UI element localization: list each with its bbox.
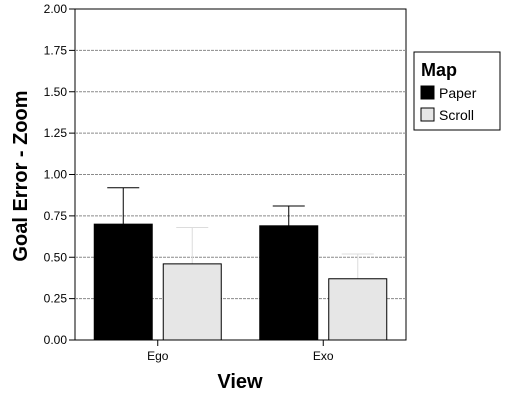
x-axis-title: View: [217, 371, 263, 393]
y-tick-label: 1.75: [44, 43, 68, 57]
x-tick-label: Exo: [313, 349, 334, 363]
bar-scroll-exo: [328, 278, 388, 341]
y-tick-label: 0.50: [44, 250, 68, 264]
y-axis-title: Goal Error - Zoom: [10, 90, 32, 261]
bar-paper-ego: [93, 223, 153, 341]
legend: Map Paper Scroll: [413, 51, 501, 131]
y-tick-label: 0.25: [44, 292, 68, 306]
legend-title: Map: [421, 60, 457, 80]
bars-layer: [93, 187, 388, 341]
y-tick-label: 2.00: [44, 2, 68, 16]
legend-label-paper: Paper: [439, 85, 477, 101]
x-axis: Ego Exo: [147, 340, 334, 363]
legend-items: Paper Scroll: [420, 85, 477, 123]
legend-label-scroll: Scroll: [439, 107, 474, 123]
bar-scroll-ego: [162, 263, 222, 341]
y-axis: 0.00 0.25 0.50 0.75 1.00 1.25 1.50 1.75 2.00: [44, 2, 75, 347]
y-tick-label: 1.00: [44, 168, 68, 182]
y-tick-label: 1.50: [44, 85, 68, 99]
legend-swatch-paper: [420, 85, 435, 100]
x-tick-label: Ego: [147, 349, 169, 363]
legend-swatch-scroll: [420, 107, 435, 122]
y-tick-label: 1.25: [44, 126, 68, 140]
grid-layer: [75, 49, 406, 300]
y-tick-label: 0.75: [44, 209, 68, 223]
y-tick-label: 0.00: [44, 333, 68, 347]
bar-paper-exo: [259, 225, 319, 341]
